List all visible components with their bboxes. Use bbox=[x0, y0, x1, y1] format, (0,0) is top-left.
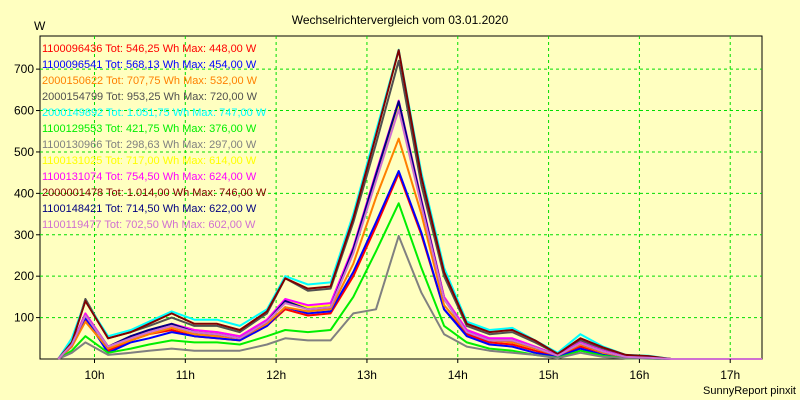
legend: 1100096436 Tot: 546,25 Wh Max: 448,00 W 1… bbox=[42, 43, 267, 231]
series-line-1100130966 bbox=[57, 235, 762, 360]
x-tick-label: 15h bbox=[539, 368, 559, 382]
axes: 100 200 300 400 500 600 700 10h 11h 12h 13h 14h 15h 1… bbox=[14, 62, 740, 382]
series-line-1100129553 bbox=[57, 202, 762, 360]
y-tick-label: 500 bbox=[14, 145, 34, 159]
legend-entry: 2000154799 Tot: 953,25 Wh Max: 720,00 W bbox=[42, 91, 258, 103]
series-line-2000154799 bbox=[57, 59, 762, 360]
x-tick-label: 11h bbox=[176, 368, 195, 382]
y-tick-label: 600 bbox=[14, 104, 34, 118]
y-tick-label: 300 bbox=[14, 228, 34, 242]
legend-entry: 1100129553 Tot: 421,75 Wh Max: 376,00 W bbox=[42, 123, 257, 135]
legend-entry: 1100131074 Tot: 754,50 Wh Max: 624,00 W bbox=[42, 171, 257, 183]
x-tick-label: 14h bbox=[448, 368, 468, 382]
legend-entry: 2000001478 Tot: 1.014,00 Wh Max: 746,00 … bbox=[42, 187, 267, 199]
legend-entry: 1100119477 Tot: 702,50 Wh Max: 602,00 W bbox=[42, 219, 256, 231]
x-tick-label: 13h bbox=[357, 368, 377, 382]
x-tick-label: 12h bbox=[266, 368, 286, 382]
legend-entry: 2000149892 Tot: 1.051,75 Wh Max: 747,00 … bbox=[42, 107, 267, 119]
series-line-2000001478 bbox=[57, 49, 762, 360]
y-axis-label: W bbox=[34, 19, 46, 33]
footer-credit: SunnyReport pinxit bbox=[703, 385, 796, 397]
x-tick-label: 16h bbox=[629, 368, 649, 382]
legend-entry: 1100096541 Tot: 568,13 Wh Max: 454,00 W bbox=[42, 59, 257, 71]
legend-entry: 1100131025 Tot: 717,00 Wh Max: 614,00 W bbox=[42, 155, 257, 167]
y-tick-label: 200 bbox=[14, 269, 34, 283]
legend-entry: 1100130966 Tot: 298,63 Wh Max: 297,00 W bbox=[42, 139, 257, 151]
x-tick-label: 17h bbox=[720, 368, 740, 382]
plot-area bbox=[39, 35, 763, 360]
series-lines bbox=[57, 48, 762, 360]
y-tick-label: 700 bbox=[14, 62, 34, 76]
y-tick-label: 400 bbox=[14, 186, 34, 200]
legend-entry: 1100148421 Tot: 714,50 Wh Max: 622,00 W bbox=[42, 203, 257, 215]
x-tick-label: 10h bbox=[84, 368, 104, 382]
legend-entry: 1100096436 Tot: 546,25 Wh Max: 448,00 W bbox=[42, 43, 257, 55]
series-line-2000150622 bbox=[57, 137, 762, 360]
chart-title: Wechselrichtervergleich vom 03.01.2020 bbox=[292, 13, 509, 27]
legend-entry: 2000150622 Tot: 707,75 Wh Max: 532,00 W bbox=[42, 75, 258, 87]
series-line-1100119477 bbox=[57, 108, 762, 360]
y-tick-label: 100 bbox=[14, 311, 34, 325]
